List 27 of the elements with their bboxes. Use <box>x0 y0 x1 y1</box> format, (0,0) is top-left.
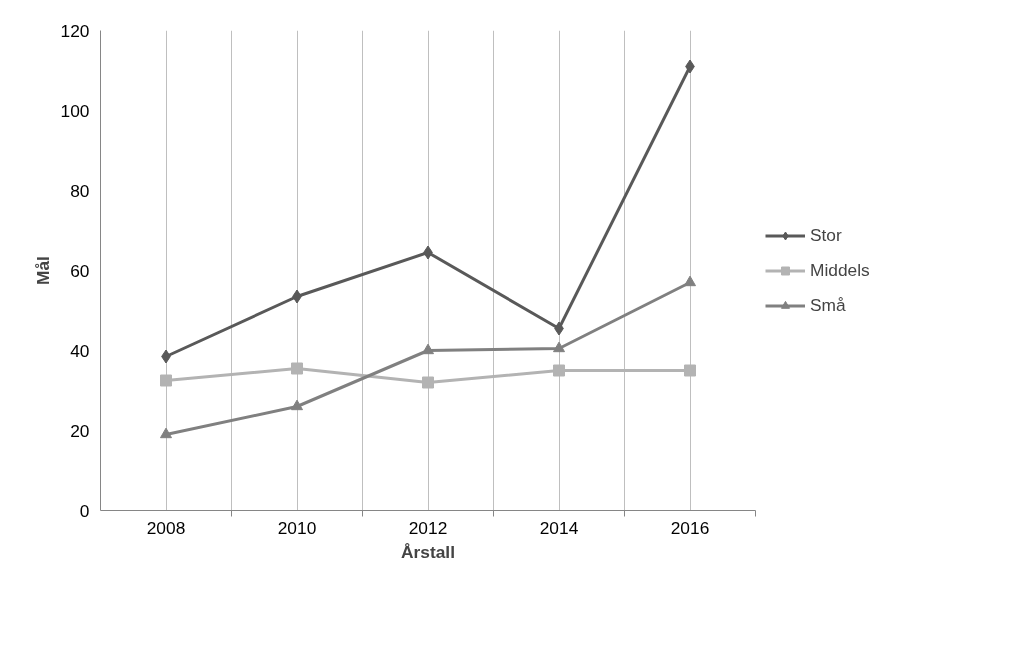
legend-label: Stor <box>810 224 842 246</box>
y-tick-label: 100 <box>60 100 90 121</box>
point <box>291 399 303 411</box>
y-tick-label: 0 <box>79 500 90 521</box>
point <box>160 374 172 387</box>
x-axis-title: Årstall <box>401 541 455 562</box>
point <box>160 427 172 439</box>
x-tick-label: 2010 <box>277 517 317 538</box>
y-tick-label: 60 <box>70 260 90 281</box>
y-tick-label: 80 <box>70 180 90 201</box>
point <box>422 343 434 355</box>
point <box>684 275 696 287</box>
point <box>291 362 303 375</box>
x-tick-label: 2008 <box>146 517 186 538</box>
y-tick-label: 20 <box>70 420 90 441</box>
legend-label: Middels <box>810 259 870 281</box>
x-tick-label: 2014 <box>539 517 579 538</box>
x-tick-label: 2012 <box>408 517 448 538</box>
legend-label: Små <box>810 294 846 316</box>
point <box>553 341 565 353</box>
point <box>553 364 565 377</box>
x-tick-label: 2016 <box>670 517 710 538</box>
y-axis-title: Mål <box>32 256 53 285</box>
y-tick-label: 120 <box>60 20 90 41</box>
point <box>684 364 696 377</box>
y-tick-label: 40 <box>70 340 90 361</box>
point <box>422 376 434 389</box>
